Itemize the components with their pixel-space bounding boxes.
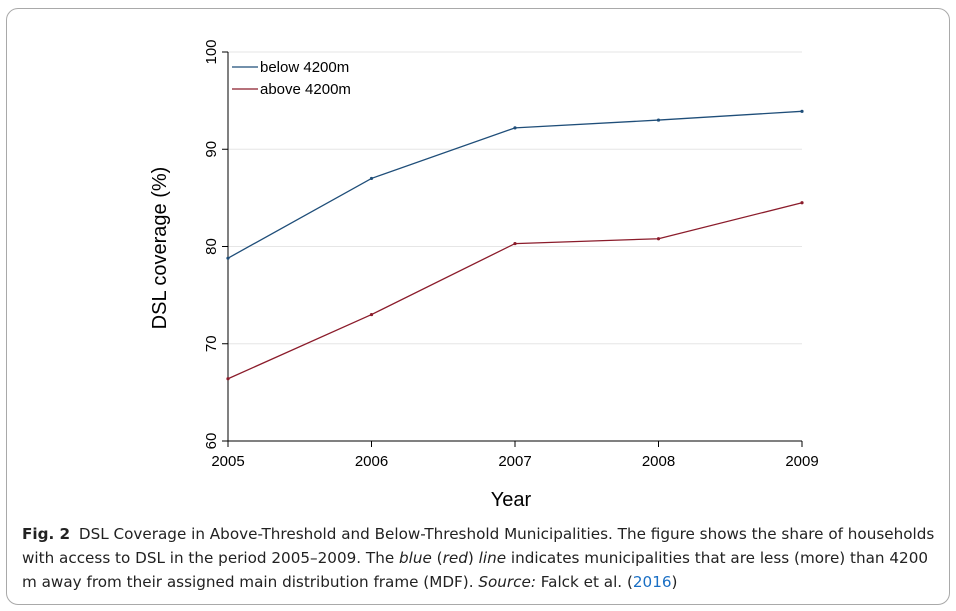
caption-source-label: Source: [478, 573, 536, 591]
legend-label: above 4200m [260, 81, 351, 98]
caption-source-text: Falck et al. ( [535, 573, 633, 591]
x-tick-label: 2008 [642, 453, 675, 470]
series-layer [226, 109, 804, 381]
data-point [226, 377, 230, 381]
y-axis-label: DSL coverage (%) [149, 167, 171, 330]
caption-blue-word: blue [399, 549, 432, 567]
caption-rest-text: indicates municipalities that are less (… [22, 549, 929, 591]
figure-label: Fig. 2 [22, 525, 71, 543]
data-point [513, 126, 517, 130]
data-point [369, 312, 374, 317]
x-axis-label: Year [491, 489, 532, 511]
line-chart: 60 70 80 90 100 2005 2006 2007 2008 2009 below 42… [149, 39, 819, 511]
figure-frame [6, 8, 950, 605]
y-tick-label: 90 [203, 141, 220, 158]
caption-line-word: line [478, 549, 507, 567]
data-point [656, 118, 661, 122]
caption-red-word: red [442, 549, 468, 567]
y-tick-label: 70 [203, 335, 220, 352]
caption-paren-open: ( [431, 549, 443, 567]
data-point [513, 241, 517, 246]
y-tick-label: 60 [203, 433, 220, 450]
y-tick-label: 100 [203, 39, 220, 64]
series-line [227, 110, 803, 259]
axes-layer: 60 70 80 90 100 2005 2006 2007 2008 2009 [203, 39, 819, 470]
series-line [227, 202, 803, 380]
legend-label: below 4200m [260, 59, 349, 76]
data-point [800, 201, 804, 205]
data-point [800, 109, 804, 113]
citation-link[interactable]: 2016 [632, 573, 672, 591]
y-tick-label: 80 [203, 238, 220, 255]
figure-caption: Fig. 2 DSL Coverage in Above-Threshold a… [22, 522, 942, 594]
x-tick-label: 2009 [785, 453, 818, 470]
x-tick-label: 2006 [355, 453, 388, 470]
data-point [226, 256, 230, 260]
grid-layer [228, 51, 802, 345]
caption-source-close: ) [671, 573, 678, 591]
caption-paren-close: ) [467, 549, 479, 567]
legend: below 4200m above 4200m [232, 59, 351, 98]
x-tick-label: 2005 [211, 453, 244, 470]
caption-title-text: DSL Coverage in Above-Threshold and Belo… [22, 525, 935, 567]
x-tick-label: 2007 [498, 453, 531, 470]
data-point [656, 237, 661, 241]
data-point [369, 176, 374, 181]
